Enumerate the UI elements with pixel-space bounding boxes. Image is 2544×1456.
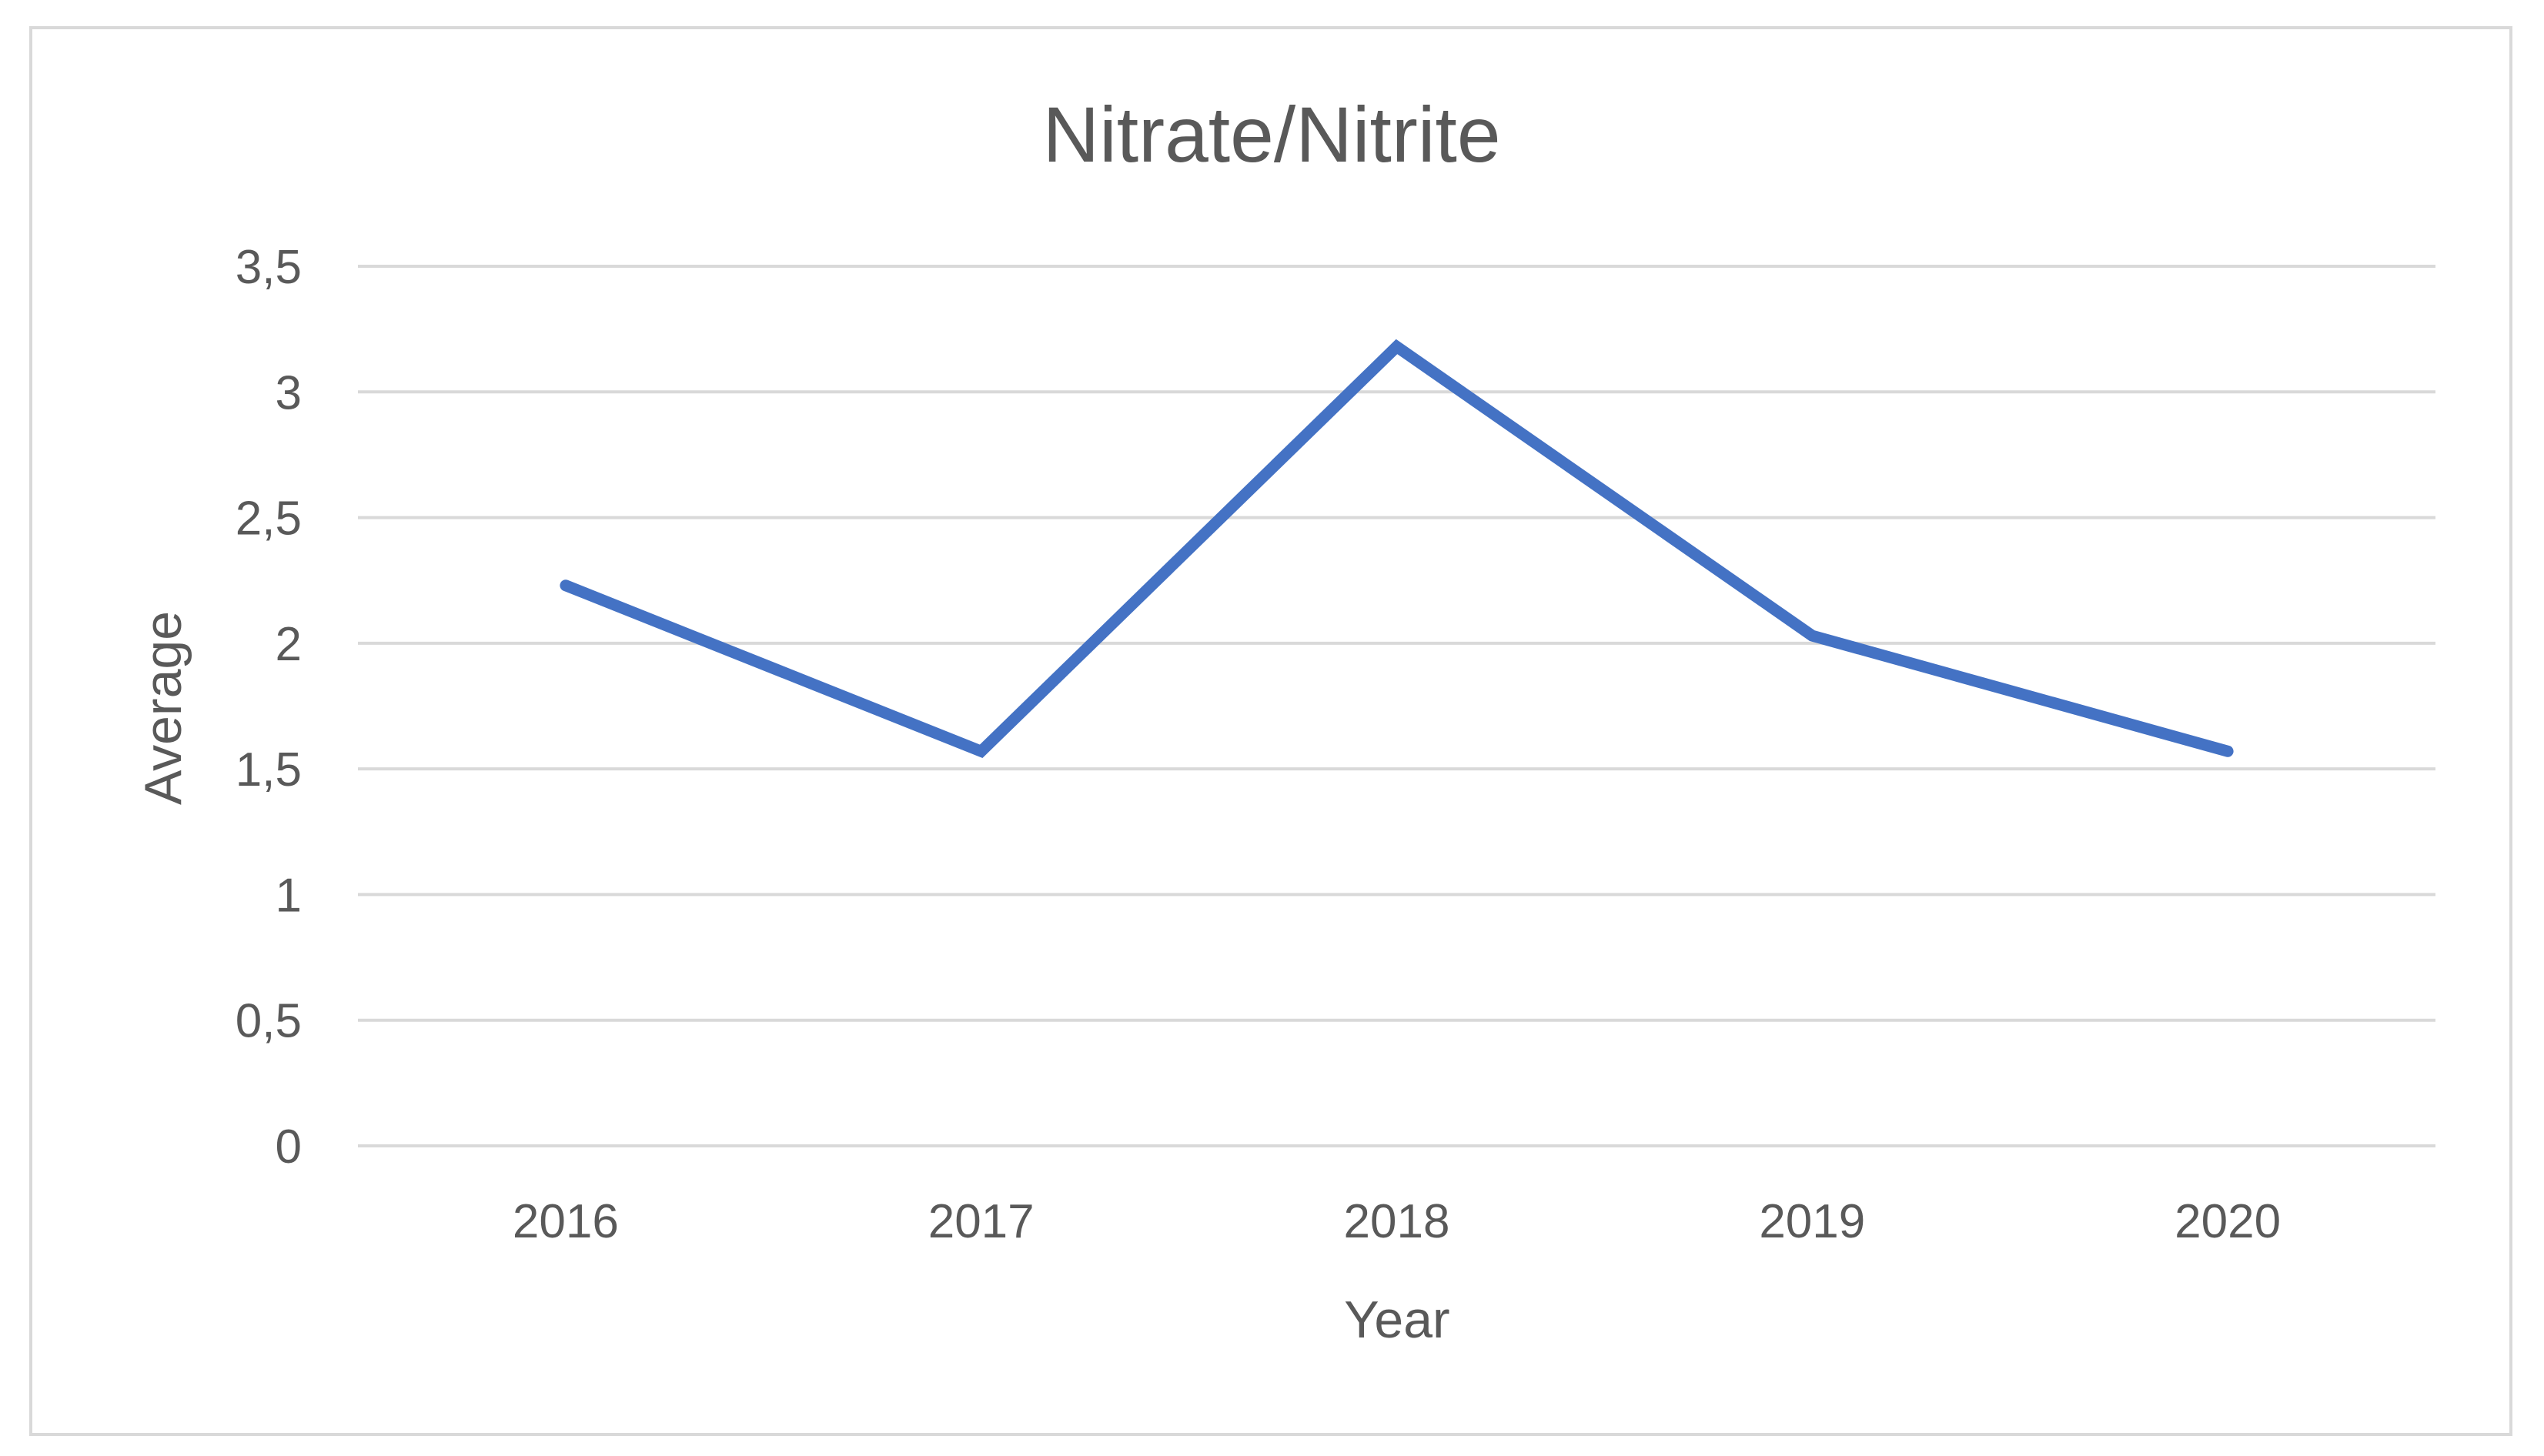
y-tick-label: 3 [276, 366, 302, 419]
chart-frame [29, 26, 2512, 1436]
y-tick-label: 1,5 [236, 743, 302, 796]
x-axis-label: Year [1344, 1291, 1449, 1349]
series-lines [560, 339, 2234, 759]
y-tick-label: 0 [276, 1120, 302, 1174]
x-tick-label: 2020 [2175, 1195, 2281, 1248]
y-tick-labels: 0 0,5 1 1,5 2 2,5 3 3,5 [236, 241, 302, 1174]
chart-title: Nitrate/Nitrite [1042, 91, 1500, 179]
y-tick-label: 1 [276, 869, 302, 922]
y-axis-label: Average [134, 611, 192, 805]
series-line [560, 339, 2234, 759]
x-tick-label: 2018 [1344, 1195, 1450, 1248]
y-tick-label: 3,5 [236, 241, 302, 294]
y-tick-label: 2,5 [236, 493, 302, 546]
y-tick-label: 0,5 [236, 995, 302, 1048]
x-tick-label: 2016 [513, 1195, 619, 1248]
y-tick-label: 2 [276, 618, 302, 671]
x-tick-label: 2019 [1759, 1195, 1865, 1248]
x-tick-labels: 2016 2017 2018 2019 2020 [513, 1195, 2281, 1248]
gridlines [358, 265, 2435, 1147]
x-tick-label: 2017 [928, 1195, 1035, 1248]
